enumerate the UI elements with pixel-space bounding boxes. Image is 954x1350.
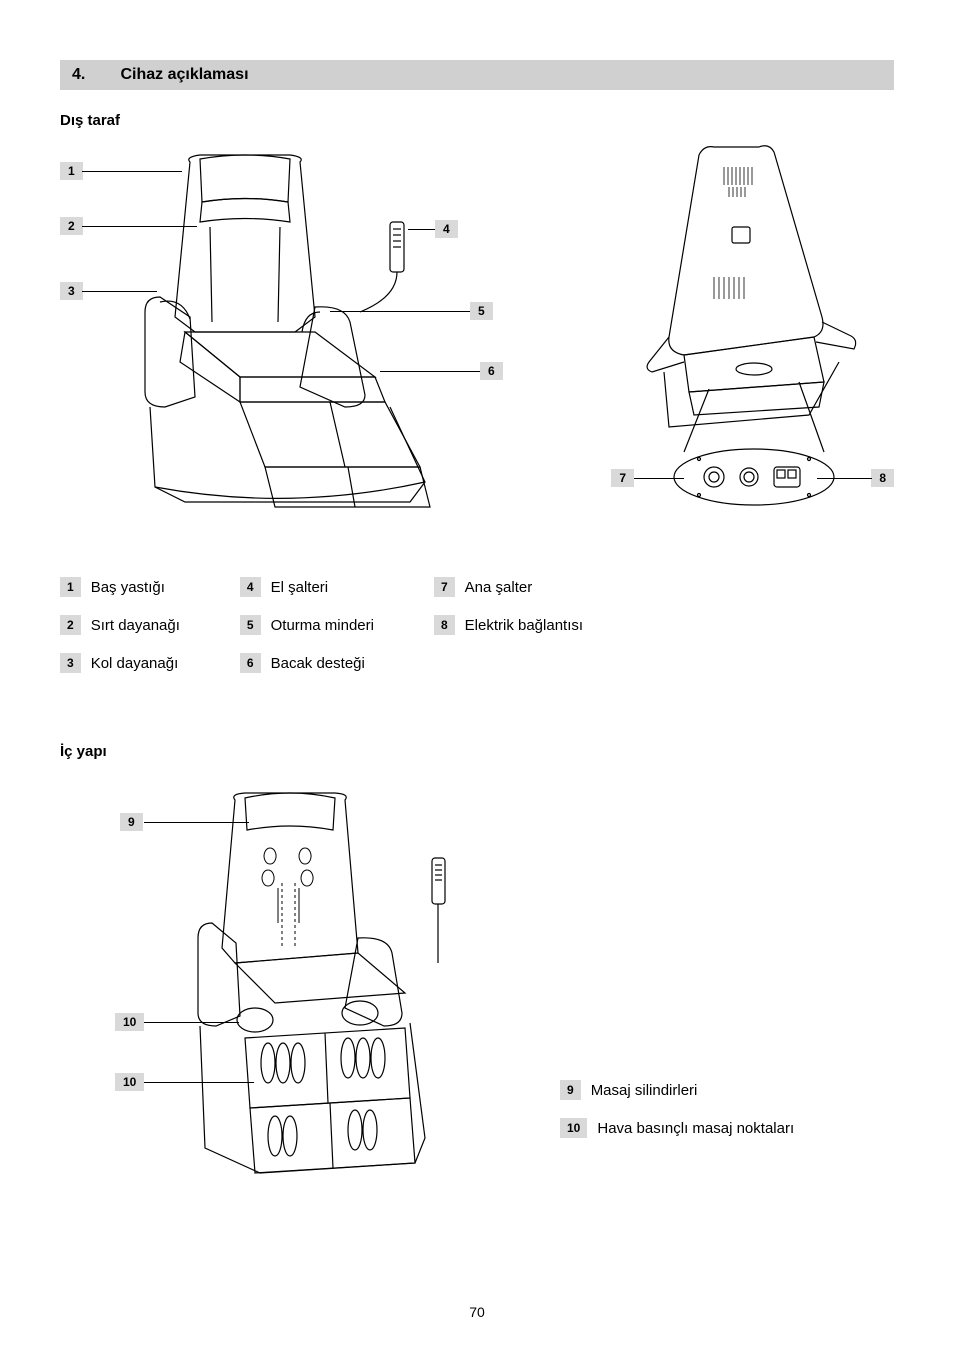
inner-heading: İç yapı: [60, 743, 894, 760]
legend-item: 3 Kol dayanağı: [60, 653, 180, 673]
legend-item: 9 Masaj silindirleri: [560, 1080, 794, 1100]
callout-4: 4: [435, 220, 458, 238]
inner-section: İç yapı: [60, 743, 894, 1198]
section-header: 4. Cihaz açıklaması: [60, 60, 894, 90]
legend-num: 4: [240, 577, 261, 597]
legend-item: 8 Elektrik bağlantısı: [434, 615, 583, 635]
section-title: Cihaz açıklaması: [120, 66, 248, 83]
legend-text: Kol dayanağı: [91, 655, 179, 672]
inner-legend: 9 Masaj silindirleri 10 Hava basınçlı ma…: [560, 1080, 794, 1138]
callout-line: [817, 478, 872, 479]
callout-line: [330, 311, 470, 312]
legend-item: 7 Ana şalter: [434, 577, 583, 597]
legend-item: 2 Sırt dayanağı: [60, 615, 180, 635]
callout-8: 8: [871, 469, 894, 487]
callout-10b: 10: [115, 1073, 144, 1091]
callout-line: [144, 822, 249, 823]
legend-item: 10 Hava basınçlı masaj noktaları: [560, 1118, 794, 1138]
legend-text: Ana şalter: [465, 579, 533, 596]
inner-diagram-area: 9 10 10: [60, 778, 480, 1198]
legend-item: 1 Baş yastığı: [60, 577, 180, 597]
callout-line: [144, 1082, 254, 1083]
outer-diagram-area: 1 2 3 4 5 6 7 8: [60, 147, 894, 547]
legend-num: 7: [434, 577, 455, 597]
section-number: 4.: [72, 66, 116, 84]
callout-line: [82, 291, 157, 292]
legend-item: 5 Oturma minderi: [240, 615, 374, 635]
chair-inner-diagram: [140, 788, 480, 1188]
legend-num: 1: [60, 577, 81, 597]
legend-num: 8: [434, 615, 455, 635]
legend-num: 2: [60, 615, 81, 635]
legend-item: 6 Bacak desteği: [240, 653, 374, 673]
legend-text: Bacak desteği: [271, 655, 365, 672]
callout-2: 2: [60, 217, 83, 235]
callout-10a: 10: [115, 1013, 144, 1031]
legend-text: Sırt dayanağı: [91, 617, 180, 634]
legend-num: 5: [240, 615, 261, 635]
outer-heading: Dış taraf: [60, 112, 894, 129]
legend-text: Hava basınçlı masaj noktaları: [597, 1120, 794, 1137]
legend-item: 4 El şalteri: [240, 577, 374, 597]
legend-text: Masaj silindirleri: [591, 1082, 698, 1099]
legend-num: 9: [560, 1080, 581, 1100]
legend-text: Oturma minderi: [271, 617, 374, 634]
callout-5: 5: [470, 302, 493, 320]
outer-legend: 1 Baş yastığı 2 Sırt dayanağı 3 Kol daya…: [60, 577, 894, 673]
legend-num: 6: [240, 653, 261, 673]
legend-num: 10: [560, 1118, 587, 1138]
callout-line: [380, 371, 480, 372]
legend-num: 3: [60, 653, 81, 673]
legend-text: El şalteri: [271, 579, 329, 596]
callout-line: [408, 229, 435, 230]
chair-back-diagram: [594, 137, 894, 537]
callout-1: 1: [60, 162, 83, 180]
chair-front-diagram: [90, 147, 470, 527]
callout-line: [634, 478, 684, 479]
callout-6: 6: [480, 362, 503, 380]
legend-text: Elektrik bağlantısı: [465, 617, 583, 634]
callout-7: 7: [611, 469, 634, 487]
callout-line: [144, 1022, 239, 1023]
page-number: 70: [0, 1304, 954, 1320]
callout-9: 9: [120, 813, 143, 831]
callout-line: [82, 226, 197, 227]
callout-3: 3: [60, 282, 83, 300]
callout-line: [82, 171, 182, 172]
legend-text: Baş yastığı: [91, 579, 165, 596]
